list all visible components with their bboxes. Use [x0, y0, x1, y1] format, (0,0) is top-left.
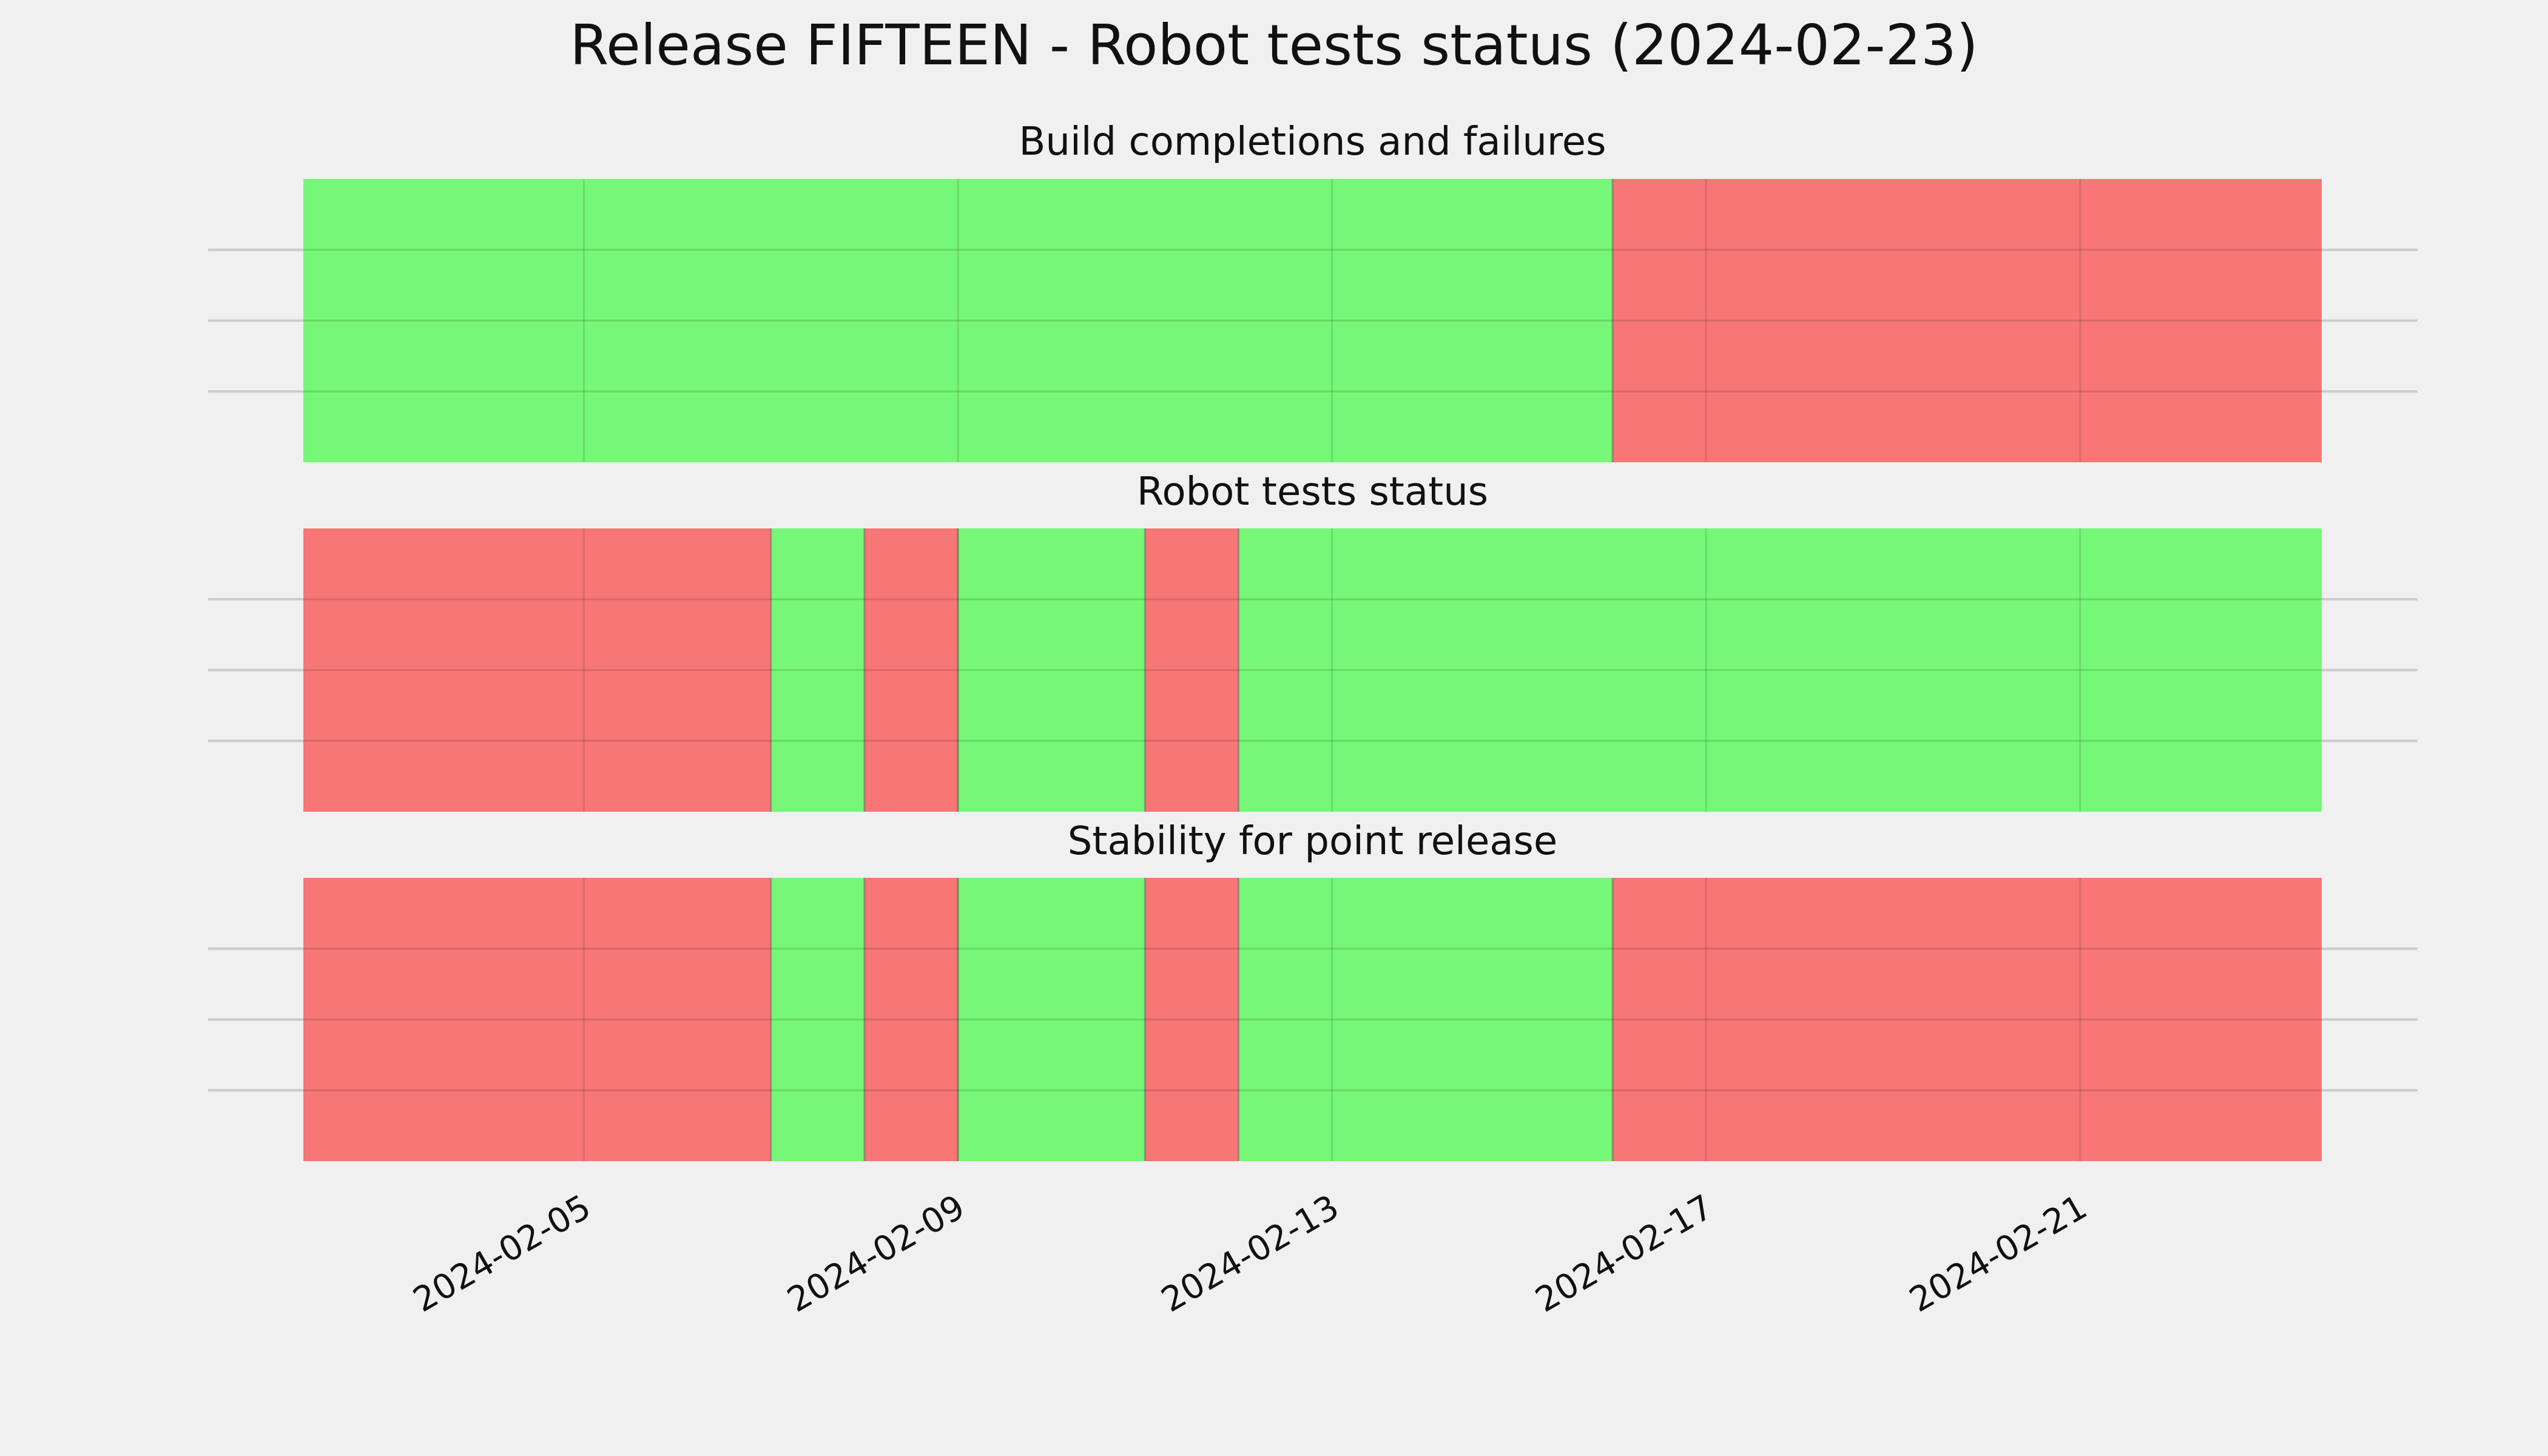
status-segment-fail — [1613, 878, 2322, 1161]
chart-title: Release FIFTEEN - Robot tests status (20… — [570, 13, 1978, 78]
panel-3: Stability for point release — [208, 819, 2418, 1161]
panels: Build completions and failures Robot test… — [208, 120, 2418, 1161]
status-segment-fail — [864, 528, 959, 812]
panel-title: Stability for point release — [1068, 819, 1558, 864]
status-segment-pass — [1238, 528, 2322, 812]
status-segment-pass — [770, 528, 864, 812]
status-segment-pass — [958, 878, 1145, 1161]
x-tick-label: 2024-02-09 — [781, 1187, 971, 1320]
status-segment-pass — [1238, 878, 1613, 1161]
status-segment-fail — [1145, 878, 1239, 1161]
x-axis: 2024-02-05 2024-02-09 2024-02-13 2024-02-17… — [406, 1187, 2094, 1320]
status-segment-pass — [303, 179, 1613, 462]
panel-title: Robot tests status — [1137, 470, 1488, 514]
x-tick-label: 2024-02-13 — [1155, 1187, 1346, 1320]
status-segment-fail — [1613, 179, 2322, 462]
status-segment-fail — [1145, 528, 1239, 812]
status-segment-pass — [958, 528, 1145, 812]
status-segment-fail — [303, 878, 771, 1161]
panel-title: Build completions and failures — [1019, 120, 1606, 164]
panel-2: Robot tests status — [208, 470, 2418, 812]
status-segment-fail — [864, 878, 959, 1161]
x-tick-label: 2024-02-21 — [1903, 1187, 2094, 1320]
status-segment-fail — [303, 528, 771, 812]
x-tick-label: 2024-02-17 — [1529, 1187, 1719, 1320]
panel-1: Build completions and failures — [208, 120, 2418, 462]
x-tick-label: 2024-02-05 — [406, 1187, 597, 1320]
status-segment-pass — [770, 878, 864, 1161]
